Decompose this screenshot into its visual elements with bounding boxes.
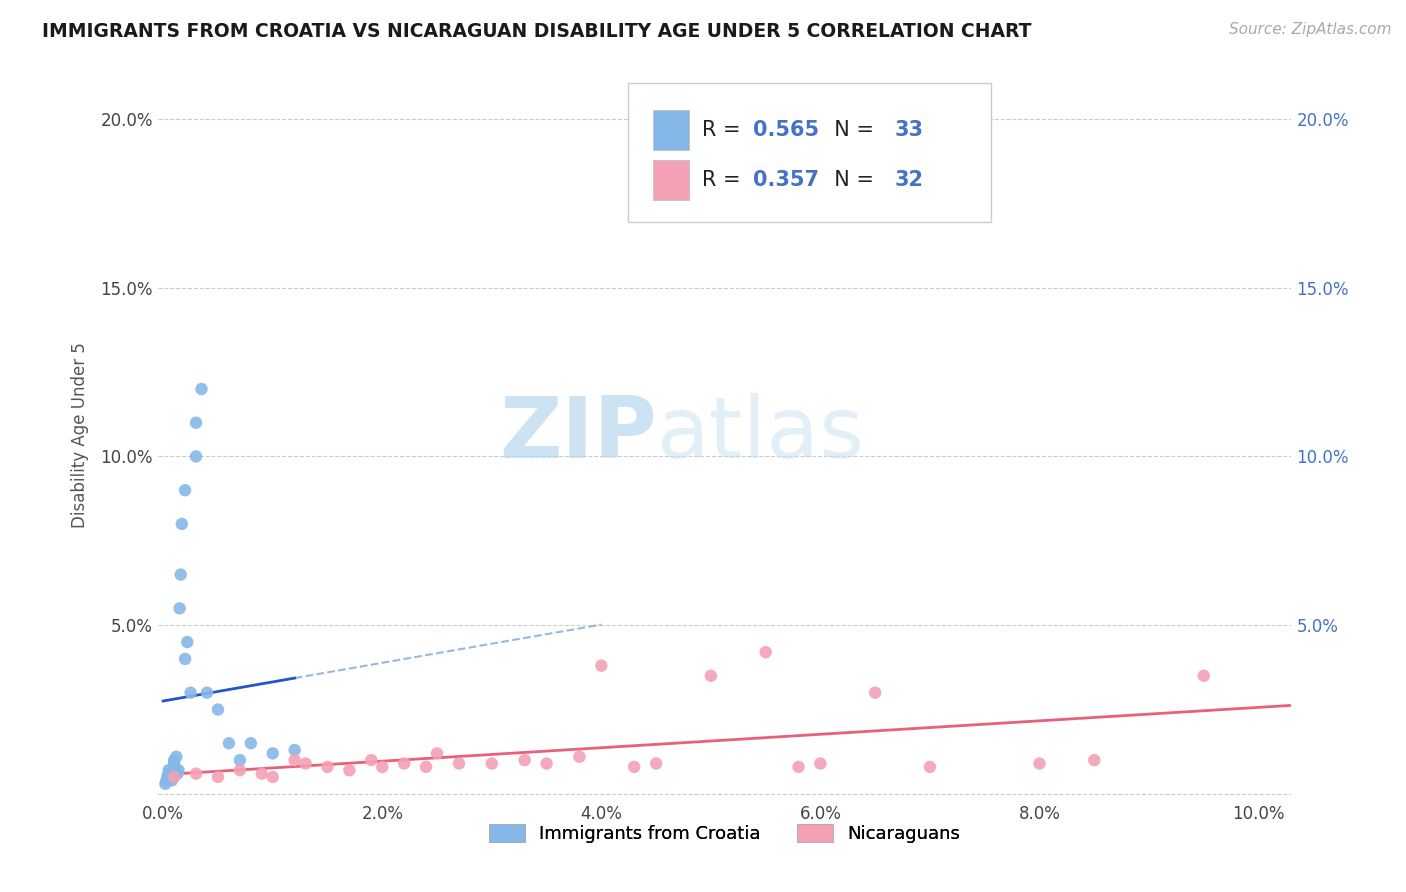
Point xyxy=(284,753,307,767)
Point xyxy=(481,756,503,771)
Point xyxy=(591,658,613,673)
Point xyxy=(415,760,437,774)
Text: IMMIGRANTS FROM CROATIA VS NICARAGUAN DISABILITY AGE UNDER 5 CORRELATION CHART: IMMIGRANTS FROM CROATIA VS NICARAGUAN DI… xyxy=(42,22,1032,41)
Point xyxy=(184,416,207,430)
Point xyxy=(174,652,197,666)
Point xyxy=(155,773,177,788)
Point xyxy=(360,753,382,767)
Point xyxy=(1083,753,1105,767)
Point xyxy=(170,516,193,531)
Point xyxy=(426,747,449,761)
Point xyxy=(165,749,187,764)
Point xyxy=(371,760,394,774)
Point xyxy=(207,702,229,716)
Point xyxy=(156,770,179,784)
FancyBboxPatch shape xyxy=(628,83,991,222)
Point xyxy=(1192,669,1215,683)
Point xyxy=(284,743,307,757)
Point xyxy=(174,483,197,498)
Point xyxy=(755,645,778,659)
Text: R =: R = xyxy=(702,120,747,140)
Point xyxy=(176,635,198,649)
Point xyxy=(918,760,941,774)
Text: 33: 33 xyxy=(894,120,924,140)
Point xyxy=(195,686,218,700)
Point xyxy=(700,669,723,683)
Text: N =: N = xyxy=(821,120,880,140)
Point xyxy=(167,764,190,778)
Point xyxy=(218,736,240,750)
Point xyxy=(170,567,193,582)
Point xyxy=(166,766,188,780)
Point xyxy=(184,766,207,780)
Point xyxy=(229,764,252,778)
Point xyxy=(863,686,886,700)
Point xyxy=(294,756,316,771)
Point xyxy=(623,760,645,774)
Point xyxy=(162,770,184,784)
Point xyxy=(160,766,183,780)
Point xyxy=(262,747,284,761)
Point xyxy=(180,686,202,700)
Text: 0.565: 0.565 xyxy=(754,120,820,140)
Point xyxy=(568,749,591,764)
Point xyxy=(787,760,810,774)
Point xyxy=(392,756,415,771)
Text: 32: 32 xyxy=(894,170,924,190)
Point xyxy=(190,382,212,396)
Point xyxy=(316,760,339,774)
Point xyxy=(163,753,186,767)
Point xyxy=(155,777,177,791)
Point xyxy=(250,766,273,780)
Point xyxy=(169,601,191,615)
Point xyxy=(447,756,470,771)
Point xyxy=(207,770,229,784)
Point xyxy=(513,753,536,767)
Point xyxy=(184,450,207,464)
Point xyxy=(1028,756,1050,771)
Point xyxy=(536,756,558,771)
Point xyxy=(160,773,183,788)
Text: R =: R = xyxy=(702,170,747,190)
Point xyxy=(810,756,832,771)
Legend: Immigrants from Croatia, Nicaraguans: Immigrants from Croatia, Nicaraguans xyxy=(482,816,967,850)
Point xyxy=(157,764,180,778)
Point xyxy=(229,753,252,767)
Text: 0.357: 0.357 xyxy=(754,170,818,190)
Text: atlas: atlas xyxy=(657,393,865,476)
Point xyxy=(163,760,186,774)
FancyBboxPatch shape xyxy=(654,111,689,151)
Text: N =: N = xyxy=(821,170,880,190)
Point xyxy=(262,770,284,784)
FancyBboxPatch shape xyxy=(654,160,689,200)
Point xyxy=(163,770,186,784)
Point xyxy=(339,764,361,778)
Text: Source: ZipAtlas.com: Source: ZipAtlas.com xyxy=(1229,22,1392,37)
Point xyxy=(163,756,186,771)
Text: ZIP: ZIP xyxy=(499,393,657,476)
Point xyxy=(645,756,668,771)
Point xyxy=(157,766,180,780)
Point xyxy=(159,770,181,784)
Point xyxy=(160,764,183,778)
Point xyxy=(239,736,262,750)
Y-axis label: Disability Age Under 5: Disability Age Under 5 xyxy=(72,342,89,527)
